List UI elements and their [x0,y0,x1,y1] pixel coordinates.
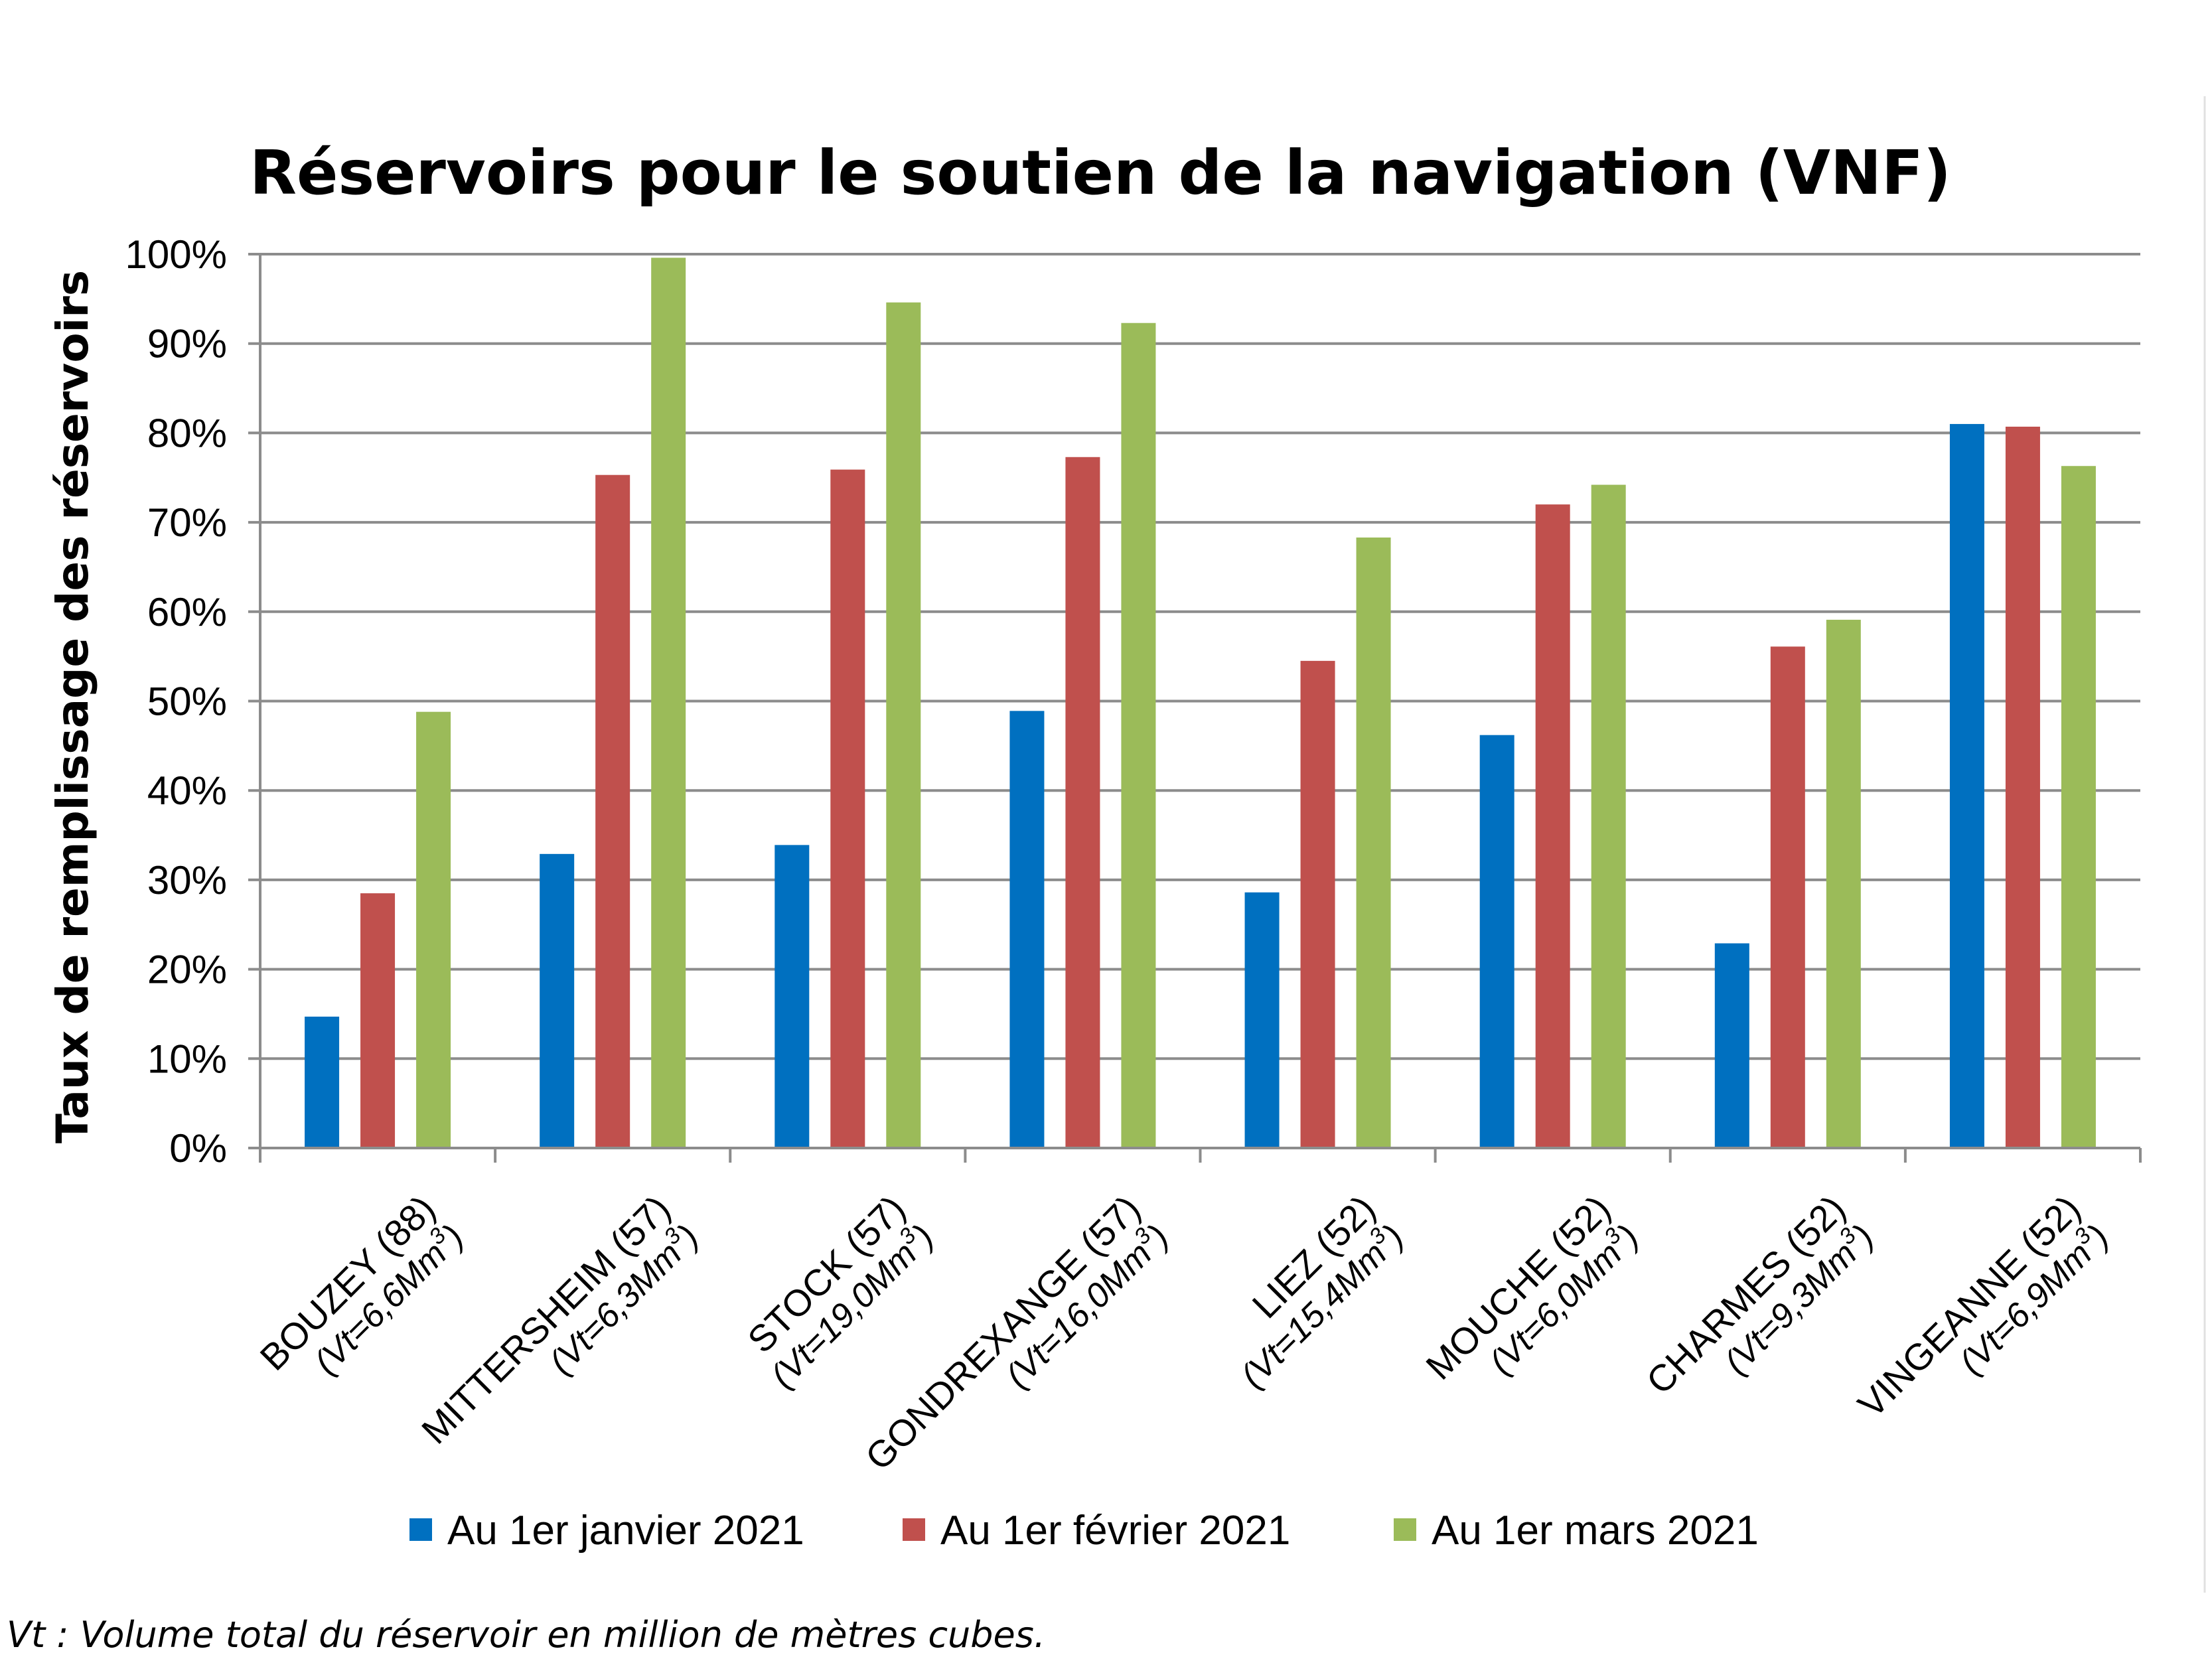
bar [1535,504,1570,1148]
y-axis-label: Taux de remplissage des réservoirs [47,270,98,1143]
legend-item: Au 1er février 2021 [903,1508,1290,1553]
bar [1949,423,1984,1149]
legend-swatch [903,1518,925,1541]
bar [1244,892,1280,1148]
bar [1591,484,1626,1148]
y-axis-ticks: 0% 10% 20% 30% 40% 50% 60% 70% 80% 90% 100% [125,232,260,1171]
legend-label: Au 1er mars 2021 [1432,1508,1759,1553]
legend: Au 1er janvier 2021 Au 1er février 2021 Au… [409,1508,1759,1553]
bar [540,853,575,1148]
bar [1009,711,1045,1148]
y-tick-label: 70% [147,500,227,545]
legend-swatch [1394,1518,1416,1541]
bar [1770,646,1805,1148]
chart-title: Réservoirs pour le soutien de la navigat… [250,137,1951,208]
bar [1826,619,1861,1148]
y-tick-label: 60% [147,590,227,634]
y-tick-label: 100% [125,232,227,277]
y-tick-label: 20% [147,948,227,992]
legend-item: Au 1er janvier 2021 [409,1508,804,1553]
y-tick-label: 90% [147,322,227,366]
x-axis [259,253,2142,1163]
legend-item: Au 1er mars 2021 [1394,1508,1759,1553]
bar [2005,426,2040,1149]
legend-swatch [409,1518,432,1541]
bar [1300,660,1335,1148]
y-tick-label: 30% [147,858,227,902]
y-tick-label: 0% [169,1126,227,1171]
bar [1065,457,1100,1148]
bar [595,474,630,1148]
bar [1479,735,1514,1148]
bar [774,845,810,1148]
bar [1356,537,1391,1148]
bar [360,893,396,1148]
bar [830,469,865,1148]
bar [651,257,686,1149]
y-tick-label: 10% [147,1037,227,1081]
bar [1121,323,1156,1148]
bar [2061,466,2096,1148]
y-tick-label: 50% [147,680,227,724]
y-tick-label: 80% [147,411,227,455]
bar [305,1016,340,1148]
bar [886,302,921,1148]
footnote: Vt : Volume total du réservoir en millio… [7,1614,1045,1656]
bars [305,257,2096,1149]
bar [1714,943,1749,1148]
legend-label: Au 1er janvier 2021 [447,1508,804,1553]
y-tick-label: 40% [147,768,227,813]
legend-label: Au 1er février 2021 [940,1508,1290,1553]
bar [416,711,451,1148]
